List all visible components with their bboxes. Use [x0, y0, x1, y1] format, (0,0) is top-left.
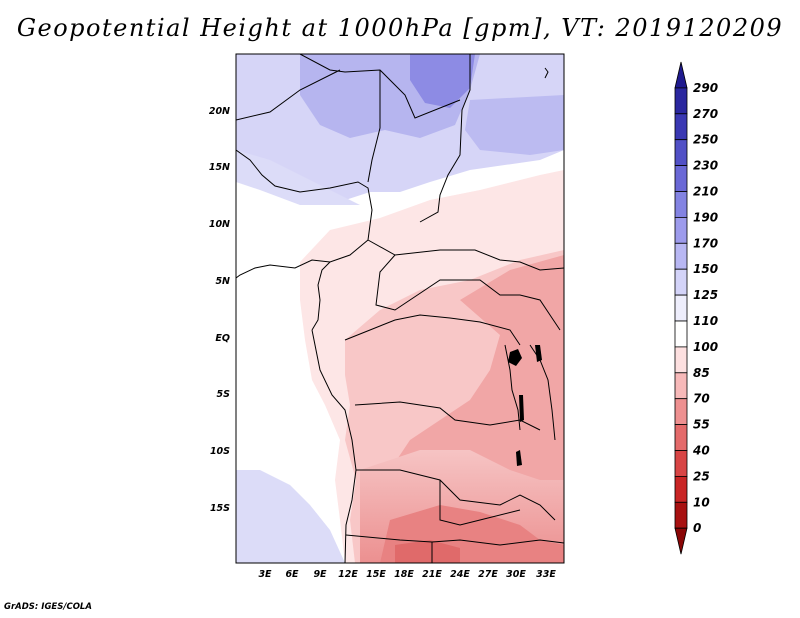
map-frame — [235, 53, 565, 564]
colorbar-segment — [674, 450, 688, 477]
lon-label-21e: 21E — [422, 569, 442, 580]
lat-label-10n: 10N — [209, 219, 230, 230]
geopotential-field — [236, 54, 564, 563]
colorbar-segment — [674, 191, 688, 218]
lon-label-9e: 9E — [313, 569, 327, 580]
lon-label-15e: 15E — [366, 569, 386, 580]
colorbar-label: 10 — [693, 495, 710, 509]
lon-label-3e: 3E — [258, 569, 272, 580]
grads-credit: GrADS: IGES/COLA — [4, 602, 92, 612]
colorbar-segment — [674, 424, 688, 451]
colorbar-label: 190 — [693, 210, 718, 224]
colorbar-label: 85 — [693, 366, 710, 380]
colorbar-label: 0 — [693, 521, 701, 535]
colorbar-segment — [674, 113, 688, 141]
colorbar-segment — [674, 501, 688, 529]
colorbar-label: 25 — [693, 469, 710, 483]
colorbar-label: 170 — [693, 236, 718, 250]
colorbar-label: 110 — [693, 314, 718, 328]
lat-label-5s: 5S — [217, 389, 231, 400]
lon-tick-labels: 3E 6E 9E 12E 15E 18E 21E 24E 27E 30E 33E — [258, 569, 556, 580]
colorbar-label: 125 — [693, 288, 718, 302]
colorbar-label: 270 — [693, 107, 718, 121]
colorbar-label: 70 — [693, 392, 710, 406]
colorbar-segment — [674, 294, 688, 322]
colorbar-segment — [674, 475, 688, 503]
colorbar-segment — [674, 242, 688, 270]
lat-label-15s: 15S — [210, 503, 230, 514]
colorbar-segment — [674, 320, 688, 348]
colorbar-label: 230 — [693, 159, 718, 173]
colorbar-label: 40 — [692, 444, 710, 458]
lon-label-6e: 6E — [285, 569, 299, 580]
colorbar: 2902702502302101901701501251101008570554… — [674, 61, 718, 555]
colorbar-segment — [674, 398, 688, 426]
colorbar-label: 290 — [693, 81, 718, 95]
colorbar-segment — [674, 372, 688, 400]
colorbar-segment — [674, 268, 688, 296]
lon-label-30e: 30E — [506, 569, 526, 580]
colorbar-segment — [674, 87, 688, 115]
colorbar-label: 210 — [693, 185, 718, 199]
lat-label-eq: EQ — [215, 333, 230, 344]
lon-label-18e: 18E — [394, 569, 414, 580]
colorbar-segment — [674, 216, 688, 244]
colorbar-top-arrow — [674, 61, 688, 89]
lat-label-20n: 20N — [209, 106, 230, 117]
colorbar-bottom-arrow — [674, 527, 688, 555]
lon-label-27e: 27E — [478, 569, 498, 580]
colorbar-label: 100 — [693, 340, 718, 354]
lat-label-10s: 10S — [210, 446, 230, 457]
lon-label-12e: 12E — [338, 569, 358, 580]
colorbar-segment — [674, 139, 688, 166]
lat-label-5n: 5N — [215, 276, 230, 287]
colorbar-segment — [674, 165, 688, 192]
lon-label-24e: 24E — [450, 569, 470, 580]
colorbar-segment — [674, 346, 688, 374]
colorbar-label: 55 — [693, 418, 710, 432]
colorbar-label: 250 — [693, 133, 718, 147]
lat-tick-labels: 20N 15N 10N 5N EQ 5S 10S 15S — [209, 106, 230, 514]
colorbar-label: 150 — [693, 262, 718, 276]
map-title: Geopotential Height at 1000hPa [gpm], VT… — [16, 14, 784, 42]
lon-label-33e: 33E — [536, 569, 556, 580]
lat-label-15n: 15N — [209, 162, 230, 173]
